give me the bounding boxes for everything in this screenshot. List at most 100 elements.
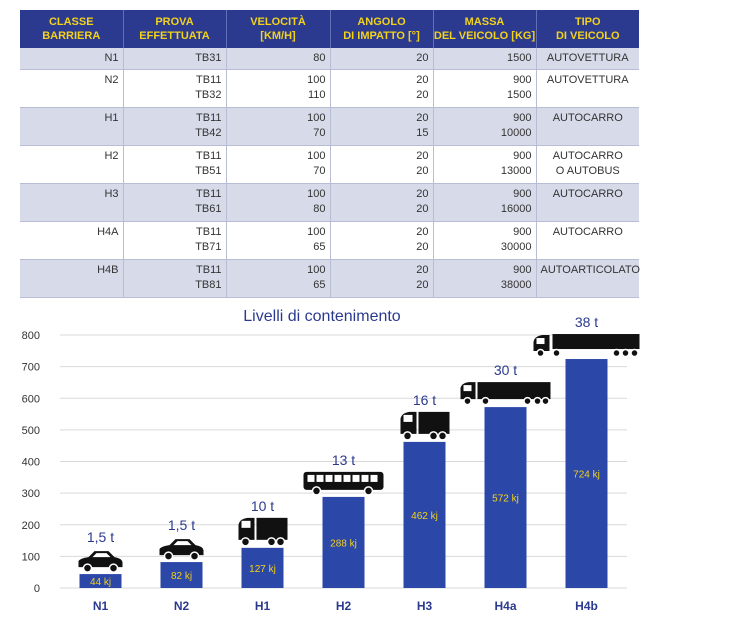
cell-value: 900 xyxy=(513,73,532,86)
table-cell-velocita: 100 70 xyxy=(226,145,331,184)
truck-wheel xyxy=(437,431,448,441)
column-header: PROVA EFFETTUATA xyxy=(123,10,227,48)
cell-value: 15 xyxy=(416,126,429,139)
table-cell-classe: H4A xyxy=(20,221,124,260)
cell-value: H4B xyxy=(97,263,119,276)
cell-value: AUTOCARRO xyxy=(552,225,623,238)
cell-value: AUTOARTICOLATO xyxy=(540,263,640,276)
semi-truck-icon xyxy=(533,334,640,358)
bar-value-label: 82 kj xyxy=(171,571,192,582)
cell-value: H1 xyxy=(104,111,119,124)
table-cell-classe: H4B xyxy=(20,259,124,298)
bar-h4b xyxy=(565,359,608,588)
bar-h1 xyxy=(241,547,284,588)
table-cell-velocita: 100 65 xyxy=(226,259,331,298)
column-header: CLASSE BARRIERA xyxy=(20,10,124,48)
table-header-row: CLASSE BARRIERA PROVA EFFETTUATA VELOCITÀ [KM… xyxy=(20,10,639,48)
table-cell-prove: TB11 TB81 xyxy=(123,259,227,298)
truck-wheel xyxy=(428,431,439,441)
truck-wheel xyxy=(523,396,532,406)
cell-value: H4A xyxy=(97,225,119,238)
truck-trailer-box xyxy=(477,382,551,400)
cell-value: TB51 xyxy=(195,164,222,177)
column-header: MASSA DEL VEICOLO [KG] xyxy=(433,10,537,48)
table-cell-angolo: 20 20 xyxy=(330,145,434,184)
cell-value: TB71 xyxy=(195,240,222,253)
truck-box xyxy=(418,411,450,434)
semi-window xyxy=(536,338,545,345)
semi-wheel xyxy=(536,348,545,358)
weight-label: 38 t xyxy=(575,314,598,330)
cell-value: O AUTOBUS xyxy=(555,164,620,177)
chart-grid xyxy=(60,334,627,589)
truck-wheel xyxy=(266,537,277,547)
cell-value: 900 xyxy=(513,187,532,200)
x-tick-label: N2 xyxy=(174,599,190,613)
bar-n1 xyxy=(79,574,122,588)
cell-value: 65 xyxy=(313,240,326,253)
weight-label: 30 t xyxy=(494,362,517,378)
column-header-line: BARRIERA xyxy=(42,30,101,42)
bus-icon xyxy=(303,471,384,496)
cell-value: 900 xyxy=(513,225,532,238)
car-window xyxy=(92,553,111,558)
truck-wheel xyxy=(275,537,286,547)
bus-window xyxy=(316,474,324,482)
car-icon xyxy=(78,551,123,573)
truck-wheel xyxy=(533,396,542,406)
bus-window xyxy=(307,474,315,482)
table-cell-angolo: 20 20 xyxy=(330,259,434,298)
truck-window xyxy=(403,414,413,422)
table-row: N1 TB31 80 20 1500 AUTOVETTURA xyxy=(20,48,639,70)
table-cell-tipo: AUTOVETTURA xyxy=(536,48,639,70)
table-cell-tipo: AUTOCARRO xyxy=(536,221,639,260)
weight-label: 13 t xyxy=(332,452,355,468)
weight-label: 16 t xyxy=(413,392,436,408)
bus-wheel xyxy=(311,486,322,496)
table-cell-classe: N2 xyxy=(20,69,124,108)
truck-window xyxy=(463,385,472,392)
bus-window xyxy=(334,474,342,482)
truck-wheel xyxy=(240,537,251,547)
table-row: N2 TB11 TB32 100 110 20 20 900 1500 AUTOVETTURA xyxy=(20,69,639,108)
bar-value-label: 288 kj xyxy=(330,538,357,549)
car-icon xyxy=(159,539,204,561)
bus-wheel xyxy=(363,486,374,496)
table-cell-classe: H3 xyxy=(20,183,124,222)
truck-icon xyxy=(238,517,288,547)
x-tick-label: H2 xyxy=(336,599,352,613)
y-tick-label: 400 xyxy=(22,457,40,469)
truck-trailer-icon xyxy=(460,382,551,406)
cell-value: 900 xyxy=(513,111,532,124)
table-cell-velocita: 80 xyxy=(226,48,331,70)
cell-value: 100 xyxy=(307,149,326,162)
truck-box xyxy=(256,517,288,540)
car-body xyxy=(159,539,204,556)
cell-value: AUTOVETTURA xyxy=(546,52,629,64)
column-header-line: MASSA xyxy=(464,16,505,28)
cell-value: H3 xyxy=(104,187,119,200)
table-cell-prove: TB11 TB51 xyxy=(123,145,227,184)
semi-trailer-box xyxy=(552,334,640,350)
bus-window xyxy=(343,474,351,482)
column-header-line: ANGOLO xyxy=(357,16,406,28)
cell-value: 20 xyxy=(416,225,429,238)
table-cell-angolo: 20 xyxy=(330,48,434,70)
cell-value: AUTOCARRO xyxy=(552,149,623,162)
chart-bars: 44 kj 1,5 t 82 kj 1,5 t 127 kj 10 t 288 kj 13 t… xyxy=(78,314,640,588)
table-cell-tipo: AUTOCARRO O AUTOBUS xyxy=(536,145,639,184)
bar-value-label: 462 kj xyxy=(411,511,438,522)
table-cell-classe: H1 xyxy=(20,107,124,146)
y-tick-label: 100 xyxy=(22,551,40,563)
cell-value: 20 xyxy=(416,202,429,215)
y-tick-label: 600 xyxy=(22,393,40,405)
table-cell-prove: TB31 xyxy=(123,48,227,70)
column-header-line: CLASSE xyxy=(48,16,94,28)
cell-value: N2 xyxy=(104,73,119,86)
cell-value: 100 xyxy=(307,225,326,238)
semi-wheel xyxy=(621,348,630,358)
table-cell-massa: 900 16000 xyxy=(433,183,537,222)
cell-value: 100 xyxy=(307,73,326,86)
column-header-line: EFFETTUATA xyxy=(139,30,210,42)
weight-label: 10 t xyxy=(251,498,274,514)
